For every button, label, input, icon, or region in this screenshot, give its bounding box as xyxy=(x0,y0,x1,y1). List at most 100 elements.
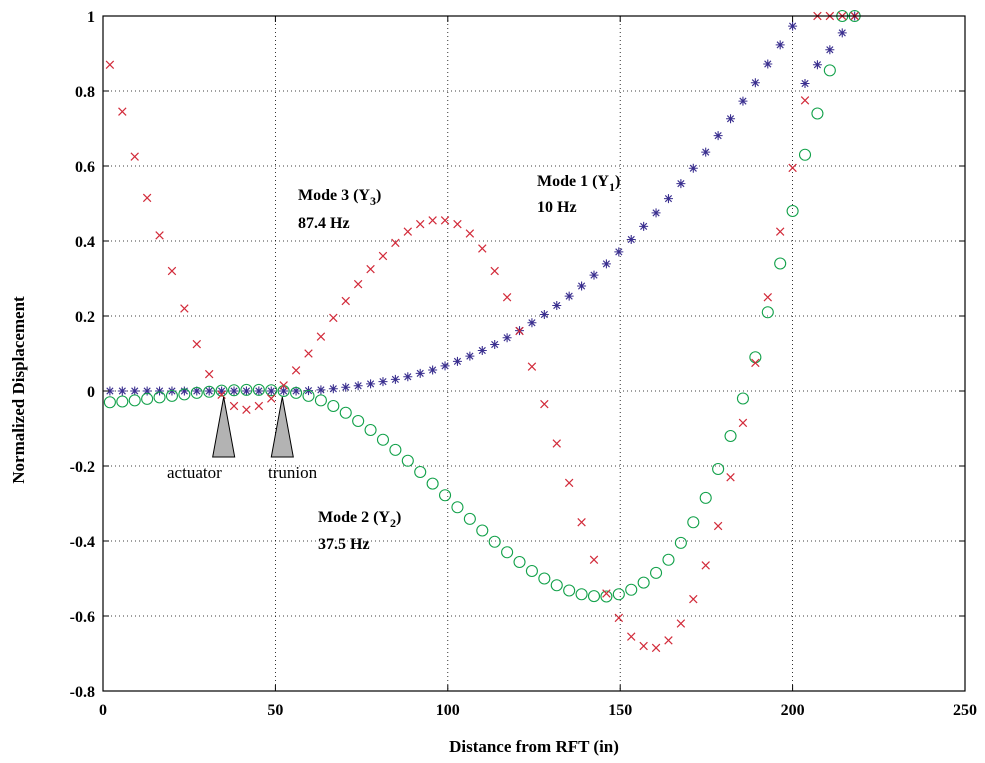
mode-1-annotation: Mode 1 (Y1) 10 Hz xyxy=(537,173,620,216)
data-point-asterisk xyxy=(713,131,723,141)
data-point-circle xyxy=(587,590,601,603)
data-point-x xyxy=(577,518,586,527)
data-point-asterisk xyxy=(403,372,413,382)
data-point-asterisk xyxy=(291,386,301,396)
data-point-circle xyxy=(600,590,613,603)
data-point-x xyxy=(353,279,363,289)
data-point-x xyxy=(763,293,772,302)
data-point-asterisk xyxy=(726,114,736,124)
data-point-circle xyxy=(215,384,228,397)
data-point-x xyxy=(155,231,164,240)
data-point-asterisk xyxy=(229,386,239,396)
data-point-circle xyxy=(128,394,141,407)
series-layer xyxy=(103,9,861,653)
data-point-circle xyxy=(823,64,836,77)
data-point-circle xyxy=(550,579,563,592)
data-point-asterisk xyxy=(328,384,338,394)
data-point-circle xyxy=(327,399,340,413)
data-point-asterisk xyxy=(117,386,127,396)
data-point-circle xyxy=(116,395,129,408)
mode-1-frequency: 10 Hz xyxy=(537,199,577,216)
x-tick-label: 250 xyxy=(953,702,977,719)
data-point-circle xyxy=(687,516,700,529)
data-point-x xyxy=(465,229,475,238)
data-point-asterisk xyxy=(626,235,636,244)
plot-frame xyxy=(102,15,966,692)
data-point-x xyxy=(118,107,127,116)
data-point-circle xyxy=(240,383,253,396)
data-point-x xyxy=(130,152,139,161)
data-point-circle xyxy=(736,392,749,405)
data-point-x xyxy=(751,358,760,368)
data-point-circle xyxy=(712,462,725,476)
location-markers xyxy=(212,396,294,458)
data-point-x xyxy=(105,60,115,69)
data-point-circle xyxy=(203,385,216,398)
data-point-circle xyxy=(699,491,712,504)
data-point-x xyxy=(167,266,177,276)
data-point-x xyxy=(502,293,512,302)
data-point-asterisk xyxy=(341,382,351,392)
data-point-x xyxy=(279,381,288,390)
data-point-asterisk xyxy=(651,208,661,218)
data-point-asterisk xyxy=(440,361,450,371)
data-point-circle xyxy=(538,572,551,585)
data-point-x xyxy=(614,613,624,623)
data-point-asterisk xyxy=(217,386,227,396)
data-point-circle xyxy=(178,388,191,401)
data-point-circle xyxy=(265,384,278,397)
mode-3-annotation: Mode 3 (Y3) 87.4 Hz xyxy=(298,187,381,232)
data-point-asterisk xyxy=(167,386,177,396)
data-point-asterisk xyxy=(254,386,264,396)
data-point-x xyxy=(304,349,313,358)
data-point-circle xyxy=(463,512,476,525)
data-point-circle xyxy=(252,383,265,396)
trunion-label: trunion xyxy=(268,463,318,482)
data-point-asterisk xyxy=(527,318,537,328)
data-point-circle xyxy=(811,107,824,120)
data-point-x xyxy=(242,405,251,414)
data-point-x xyxy=(142,193,152,203)
data-point-x xyxy=(428,216,437,225)
data-point-x xyxy=(540,399,549,409)
data-point-x xyxy=(180,304,189,313)
data-point-circle xyxy=(302,389,315,402)
data-point-asterisk xyxy=(577,281,587,291)
data-point-x xyxy=(701,561,710,570)
data-point-x xyxy=(651,643,661,653)
data-point-circle xyxy=(525,564,538,578)
data-point-asterisk xyxy=(539,310,549,319)
data-point-circle xyxy=(426,477,439,490)
data-point-x xyxy=(552,439,561,448)
x-tick-label: 200 xyxy=(781,702,805,719)
data-point-asterisk xyxy=(614,247,624,257)
data-point-asterisk xyxy=(639,221,649,231)
series-asterisk xyxy=(105,11,860,396)
x-tick-label: 50 xyxy=(267,702,283,719)
data-point-asterisk xyxy=(279,386,289,396)
data-point-x xyxy=(440,216,450,225)
data-point-asterisk xyxy=(179,386,189,396)
data-point-circle xyxy=(401,454,414,467)
data-point-circle xyxy=(612,588,625,601)
data-point-circle xyxy=(364,423,377,437)
data-point-asterisk xyxy=(775,40,785,50)
data-point-asterisk xyxy=(564,291,574,301)
data-point-circle xyxy=(389,443,402,456)
x-tick-label: 150 xyxy=(608,702,632,719)
data-point-x xyxy=(229,401,239,411)
data-point-circle xyxy=(451,501,464,514)
data-point-asterisk xyxy=(105,386,115,396)
data-point-circle xyxy=(625,583,638,596)
x-axis-label: Distance from RFT (in) xyxy=(449,737,619,756)
data-point-asterisk xyxy=(688,163,698,173)
data-point-circle xyxy=(761,306,774,319)
data-point-x xyxy=(453,219,462,229)
y-tick-label: 0.6 xyxy=(75,159,95,176)
data-point-circle xyxy=(749,351,762,364)
mode-3-frequency: 87.4 Hz xyxy=(298,215,350,232)
marker-triangle xyxy=(212,396,236,458)
data-point-x xyxy=(639,641,648,651)
data-point-circle xyxy=(501,546,514,559)
data-point-circle xyxy=(724,429,737,443)
